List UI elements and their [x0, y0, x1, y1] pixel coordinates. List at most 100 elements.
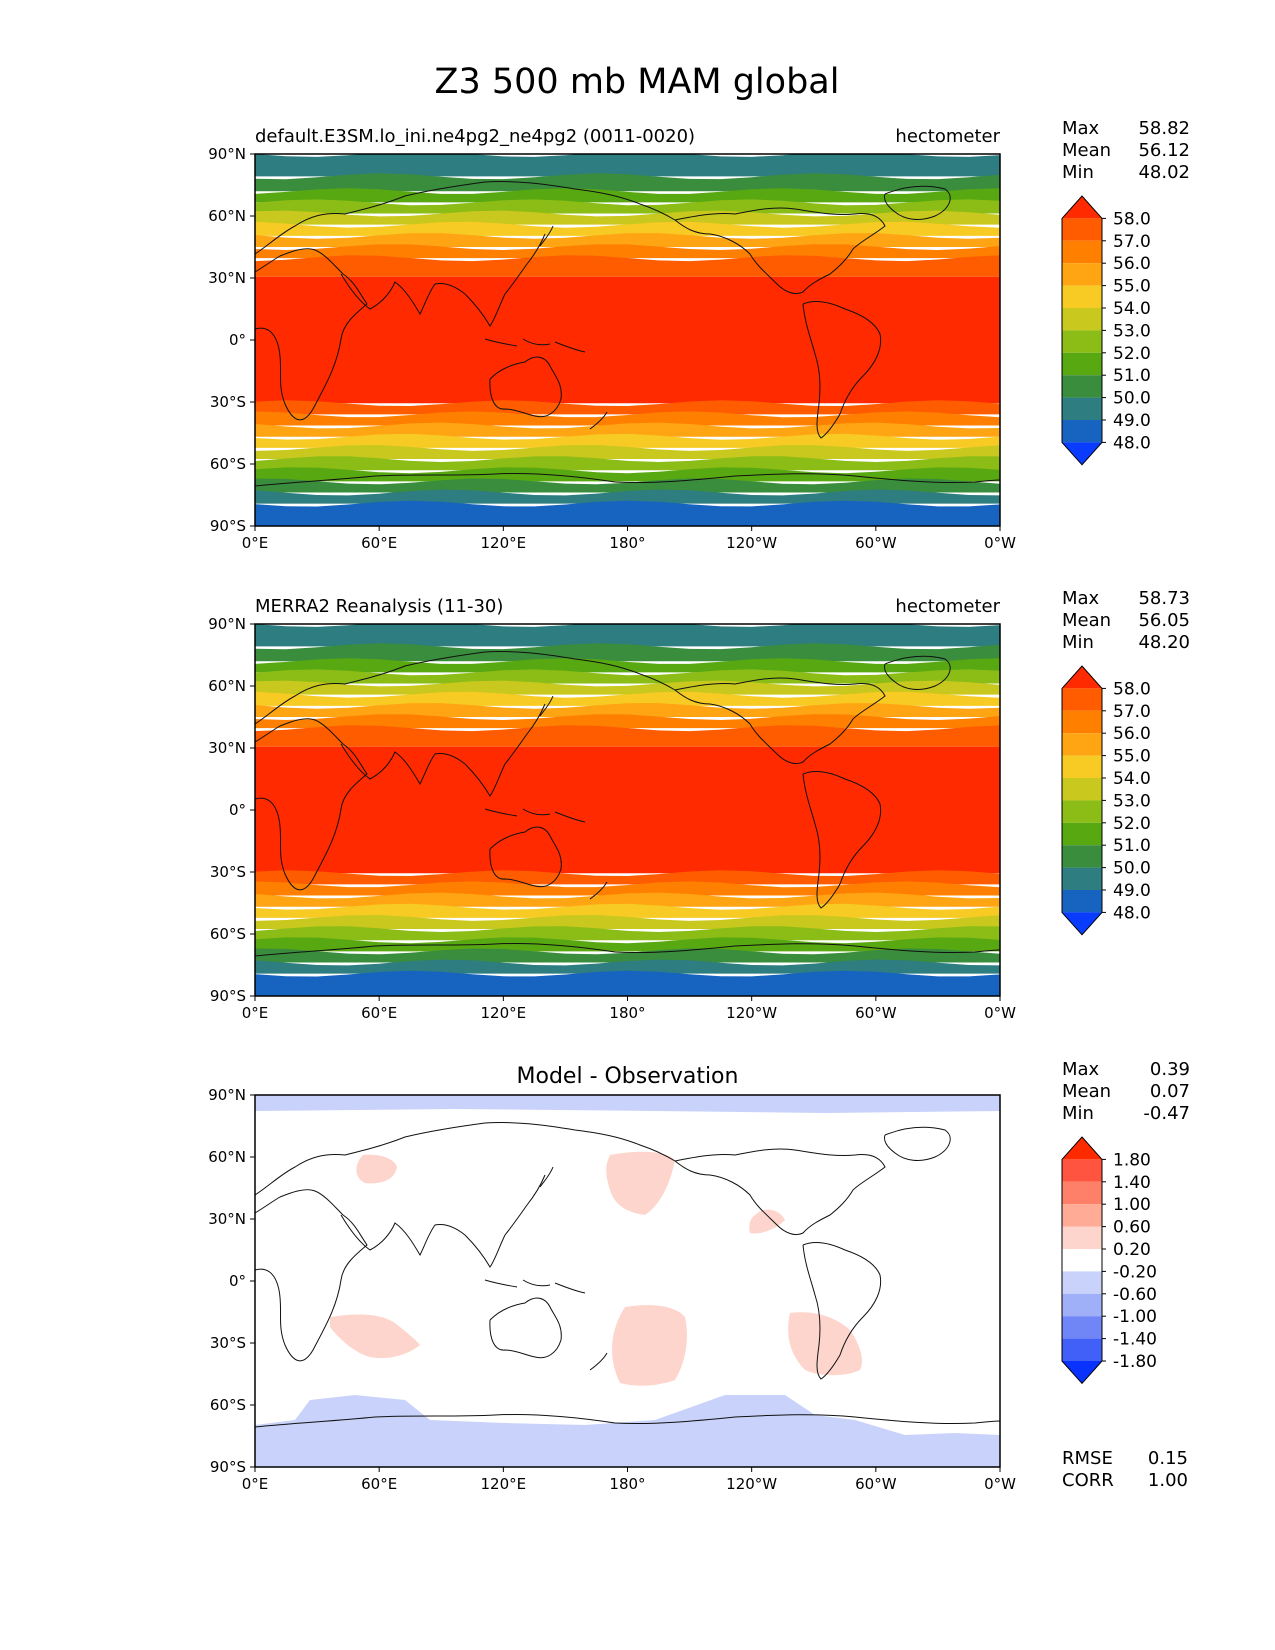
colorbar-segment: [1062, 867, 1102, 890]
map-field: [255, 624, 1000, 996]
contour-band: [255, 915, 1000, 930]
figure-title: Z3 500 mb MAM global: [435, 62, 840, 102]
colorbar: 58.0 57.056.0 55.054.053.0 52.051.0 50.049.0…: [1061, 195, 1151, 466]
colorbar-segment: [1062, 375, 1102, 398]
contour-band: [255, 400, 1000, 415]
lat-tick-label: 60°N: [208, 677, 246, 695]
contour-band: [356, 1154, 397, 1184]
colorbar-tick-label: -1.80: [1113, 1352, 1157, 1372]
contour-band: [255, 276, 1000, 404]
colorbar-segment: [1062, 890, 1102, 913]
colorbar-segment: [1062, 1293, 1102, 1317]
contour-band: [255, 624, 1000, 647]
lat-tick-label: 60°N: [208, 207, 246, 225]
colorbar-tick-label: 51.0: [1113, 836, 1151, 856]
lon-tick-label: 60°E: [361, 534, 397, 552]
panel-title: default.E3SM.lo_ini.ne4pg2_ne4pg2 (0011-…: [255, 126, 695, 147]
colorbar-tick-label: 49.0: [1113, 881, 1151, 901]
colorbar-segment: [1062, 1338, 1102, 1361]
contour-band: [606, 1151, 675, 1215]
colorbar-tick-label: 54.0: [1113, 299, 1151, 319]
colorbar-segment: [1062, 263, 1102, 286]
units-label: hectometer: [895, 596, 1000, 617]
stat-label: Mean: [1062, 1081, 1111, 1102]
colorbar-extend-min: [1062, 1361, 1102, 1384]
lon-tick-label: 60°W: [855, 1004, 897, 1022]
colorbar-tick-label: 50.0: [1113, 859, 1151, 879]
colorbar-segment: [1062, 1271, 1102, 1294]
contour-band: [255, 173, 1000, 192]
contour-band: [255, 233, 1000, 247]
lat-tick-label: 30°N: [208, 269, 246, 287]
stat-label: Max: [1062, 118, 1100, 139]
colorbar-extend-min: [1062, 442, 1102, 465]
lat-tick-label: 60°S: [210, 925, 246, 943]
colorbar-segment: [1062, 397, 1102, 420]
lat-tick-label: 90°S: [210, 517, 246, 535]
lon-tick-label: 0°E: [242, 534, 269, 552]
stat-label: Min: [1062, 1103, 1094, 1124]
lat-tick-label: 90°N: [208, 1086, 246, 1104]
colorbar-tick-label: -0.20: [1113, 1262, 1157, 1282]
colorbar-tick-label: 52.0: [1113, 344, 1151, 364]
lon-tick-label: 120°E: [481, 1475, 527, 1493]
colorbar-segment: [1062, 800, 1102, 823]
contour-band: [255, 422, 1000, 437]
colorbar-segment: [1062, 733, 1102, 756]
colorbar-tick-label: 56.0: [1113, 254, 1151, 274]
lon-tick-label: 0°W: [984, 534, 1016, 552]
lon-tick-label: 60°W: [855, 534, 897, 552]
contour-band: [255, 959, 1000, 974]
lon-tick-label: 0°E: [242, 1475, 269, 1493]
stat-value: 58.73: [1138, 588, 1190, 609]
colorbar-tick-label: 51.0: [1113, 366, 1151, 386]
colorbar-extend-max: [1062, 196, 1102, 219]
colorbar-tick-label: -0.60: [1113, 1285, 1157, 1305]
panel-title: MERRA2 Reanalysis (11-30): [255, 596, 503, 617]
lat-tick-label: 90°S: [210, 1458, 246, 1476]
contour-band: [255, 680, 1000, 695]
colorbar-segment: [1062, 688, 1102, 711]
units-label: hectometer: [895, 126, 1000, 147]
colorbar-tick-label: 48.0: [1113, 903, 1151, 923]
colorbar-tick-label: -1.40: [1113, 1330, 1157, 1350]
lon-tick-label: 120°W: [726, 1004, 777, 1022]
colorbar-tick-label: 0.20: [1113, 1240, 1151, 1260]
contour-band: [255, 926, 1000, 941]
colorbar-tick-label: 1.80: [1113, 1150, 1151, 1170]
contour-band: [255, 703, 1000, 717]
lon-tick-label: 60°E: [361, 1004, 397, 1022]
lon-tick-label: 120°W: [726, 534, 777, 552]
colorbar-extend-max: [1062, 666, 1102, 689]
contour-band: [255, 244, 1000, 259]
colorbar: 58.0 57.056.0 55.054.053.0 52.051.0 50.049.0…: [1061, 665, 1151, 936]
colorbar-segment: [1062, 420, 1102, 443]
contour-band: [255, 658, 1000, 673]
colorbar-segment: [1062, 822, 1102, 846]
colorbar-segment: [1062, 710, 1102, 734]
stat-value: 48.02: [1138, 162, 1190, 183]
colorbar-segment: [1062, 778, 1102, 801]
lon-tick-label: 180°: [609, 1475, 645, 1493]
lat-tick-label: 0°: [229, 801, 246, 819]
lat-tick-label: 90°N: [208, 615, 246, 633]
contour-band: [255, 445, 1000, 460]
contour-band: [255, 1095, 1000, 1113]
colorbar-segment: [1062, 285, 1102, 308]
colorbar-tick-label: 0.60: [1113, 1218, 1151, 1238]
lat-tick-label: 60°N: [208, 1148, 246, 1166]
contour-band: [788, 1312, 862, 1376]
lat-tick-label: 30°N: [208, 1210, 246, 1228]
lat-tick-label: 30°N: [208, 739, 246, 757]
stat-label: Mean: [1062, 610, 1111, 631]
colorbar-segment: [1062, 1181, 1102, 1205]
lon-tick-label: 60°E: [361, 1475, 397, 1493]
lon-tick-label: 120°E: [481, 1004, 527, 1022]
colorbar-tick-label: 48.0: [1113, 433, 1151, 453]
colorbar-tick-label: 55.0: [1113, 747, 1151, 767]
colorbar-extend-max: [1062, 1137, 1102, 1160]
stat-label: Min: [1062, 632, 1094, 653]
colorbar-tick-label: 55.0: [1113, 277, 1151, 297]
colorbar-segment: [1062, 1204, 1102, 1227]
